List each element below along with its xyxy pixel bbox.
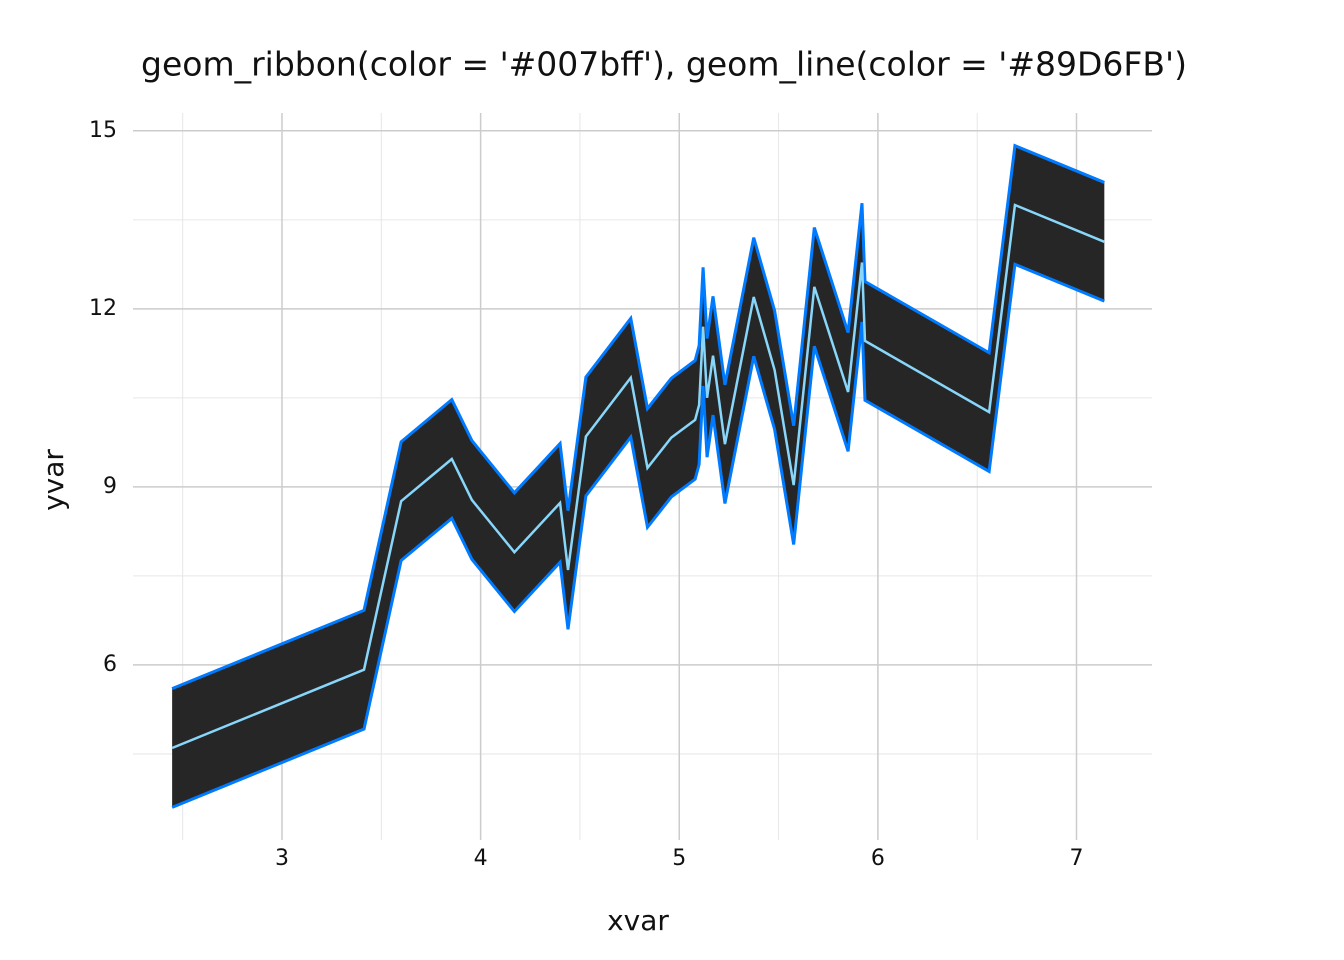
y-axis-label: yvar	[37, 449, 70, 511]
line	[171, 203, 1105, 750]
x-tick-label: 6	[871, 846, 885, 871]
y-tick-label: 15	[89, 118, 117, 143]
chart-title: geom_ribbon(color = '#007bff'), geom_lin…	[141, 45, 1187, 84]
y-tick-label: 9	[103, 474, 117, 499]
ribbon-edge	[171, 143, 1105, 691]
ribbon-edge	[171, 262, 1105, 809]
x-tick-label: 7	[1070, 846, 1084, 871]
x-tick-label: 5	[672, 846, 686, 871]
y-tick-label: 6	[103, 652, 117, 677]
x-tick-label: 3	[275, 846, 289, 871]
x-axis-label: xvar	[607, 904, 669, 937]
x-tick-label: 4	[474, 846, 488, 871]
y-tick-label: 12	[89, 296, 117, 321]
